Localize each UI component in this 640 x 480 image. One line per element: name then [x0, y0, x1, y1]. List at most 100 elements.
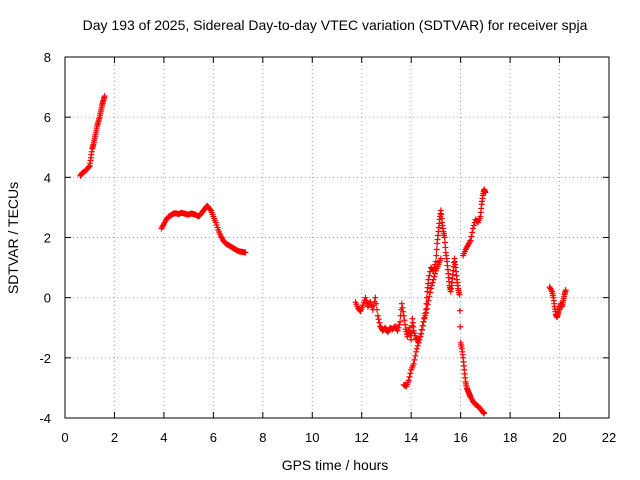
data-point [456, 291, 463, 298]
data-point [363, 297, 370, 304]
data-point [469, 229, 476, 236]
x-axis-label: GPS time / hours [282, 457, 389, 473]
data-point [430, 276, 437, 283]
data-point [402, 321, 409, 328]
x-tick-label: 14 [404, 430, 418, 445]
data-point [482, 189, 489, 196]
y-tick-label: 0 [44, 291, 51, 306]
x-tick-label: 0 [61, 430, 68, 445]
data-point [412, 352, 419, 359]
data-point [426, 293, 433, 300]
data-point [433, 252, 440, 259]
data-point [394, 327, 401, 334]
data-point [406, 373, 413, 380]
data-point [398, 300, 405, 307]
data-point [426, 272, 433, 279]
data-point [428, 282, 435, 289]
data-point [562, 287, 569, 294]
data-point [432, 270, 439, 277]
data-point [373, 300, 380, 307]
y-tick-label: -4 [39, 411, 51, 426]
data-point [207, 206, 214, 213]
data-point [423, 305, 430, 312]
data-point [362, 294, 369, 301]
data-point [415, 339, 422, 346]
x-tick-label: 20 [552, 430, 566, 445]
data-point [424, 301, 431, 308]
data-point [373, 306, 380, 313]
data-point [420, 318, 427, 325]
data-point [375, 316, 382, 323]
segment-1-series [77, 93, 108, 179]
data-point [85, 163, 92, 170]
data-point [441, 239, 448, 246]
data-point [400, 308, 407, 315]
x-tick-label: 22 [602, 430, 616, 445]
data-point [427, 289, 434, 296]
data-point [421, 315, 428, 322]
data-point [433, 246, 440, 253]
data-point [422, 312, 429, 319]
data-point [409, 322, 416, 329]
data-point [396, 321, 403, 328]
data-point [101, 93, 108, 100]
x-tick-label: 4 [160, 430, 167, 445]
data-point [457, 323, 464, 330]
data-point [481, 410, 488, 417]
data-point [417, 333, 424, 340]
axis-ticks: 0 2 4 6 8 10 12 14 16 18 20 22 -4 -2 0 2 4 6 8 [39, 50, 616, 445]
y-tick-label: 4 [44, 170, 51, 185]
data-point [425, 297, 432, 304]
data-point [405, 377, 412, 384]
data-point [432, 258, 439, 265]
chart-title: Day 193 of 2025, Sidereal Day-to-day VTE… [83, 17, 588, 33]
y-tick-label: 8 [44, 50, 51, 65]
data-point [437, 255, 444, 262]
data-point [456, 307, 463, 314]
y-tick-label: -2 [39, 351, 51, 366]
segment-5-series [460, 186, 489, 259]
x-tick-label: 2 [111, 430, 118, 445]
y-tick-label: 6 [44, 110, 51, 125]
x-tick-label: 6 [210, 430, 217, 445]
data-point [413, 345, 420, 352]
x-tick-label: 10 [305, 430, 319, 445]
data-point [470, 222, 477, 229]
data-point [470, 225, 476, 232]
data-point [408, 336, 415, 343]
data-point [372, 294, 379, 301]
data-point [431, 273, 438, 280]
data-point [395, 324, 402, 331]
data-point [397, 318, 404, 325]
data-point [242, 249, 249, 256]
data-point [418, 330, 425, 337]
data-point [441, 234, 448, 241]
segment-6-series [546, 284, 569, 321]
x-tick-label: 8 [259, 430, 266, 445]
x-tick-label: 16 [453, 430, 467, 445]
data-marks [77, 93, 569, 417]
segment-2-series [158, 202, 249, 256]
data-point [374, 312, 381, 319]
data-point [401, 317, 408, 324]
data-point [410, 360, 417, 367]
data-point [468, 233, 475, 240]
x-tick-label: 12 [354, 430, 368, 445]
data-point [400, 312, 407, 319]
data-point [414, 342, 421, 349]
data-point [376, 319, 383, 326]
data-point [416, 336, 423, 343]
data-point [423, 300, 430, 307]
y-tick-label: 2 [44, 231, 51, 246]
segment-3-series [352, 207, 488, 417]
data-point [419, 322, 426, 329]
data-point [423, 309, 430, 316]
data-point [442, 244, 449, 251]
grid-lines [65, 57, 609, 418]
data-point [467, 237, 474, 244]
y-axis-label: SDTVAR / TECUs [5, 182, 21, 294]
data-point [411, 356, 418, 363]
data-point [429, 279, 436, 286]
x-tick-label: 18 [503, 430, 517, 445]
